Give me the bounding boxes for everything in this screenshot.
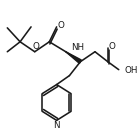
Text: N: N (53, 121, 60, 130)
Text: OH: OH (124, 66, 138, 75)
Polygon shape (66, 52, 81, 63)
Text: O: O (58, 21, 65, 30)
Text: O: O (109, 42, 116, 51)
Text: NH: NH (71, 43, 84, 52)
Text: O: O (32, 42, 39, 51)
